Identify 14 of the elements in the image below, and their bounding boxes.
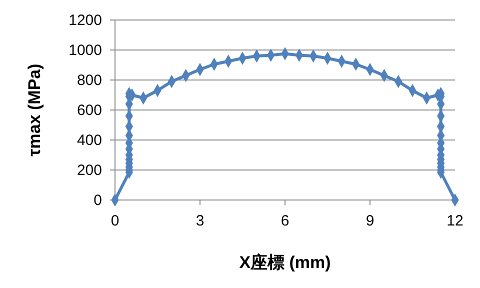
x-tick-label: 0 xyxy=(110,212,120,230)
x-tick-label: 3 xyxy=(196,212,204,230)
y-tick-label: 400 xyxy=(76,132,102,149)
y-tick-label: 1200 xyxy=(68,12,102,29)
y-tick-label: 800 xyxy=(76,72,102,89)
x-tick-label: 6 xyxy=(280,212,290,230)
y-tick-label: 1000 xyxy=(68,42,102,59)
x-axis-title: X座標 (mm) xyxy=(239,253,331,272)
x-tick-label: 9 xyxy=(366,212,374,230)
x-tick-label: 12 xyxy=(446,212,464,230)
y-axis-title: τmax (MPa) xyxy=(25,64,44,156)
y-tick-label: 0 xyxy=(94,192,102,209)
y-tick-label: 600 xyxy=(76,102,102,119)
y-tick-label: 200 xyxy=(76,162,102,179)
